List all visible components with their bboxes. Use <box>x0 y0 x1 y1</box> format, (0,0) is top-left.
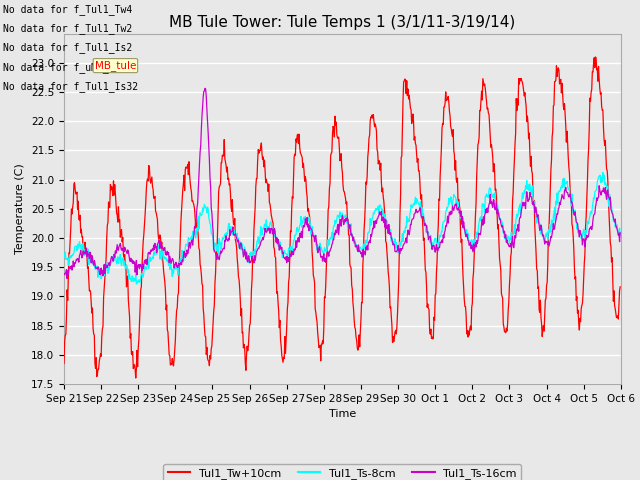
X-axis label: Time: Time <box>329 409 356 419</box>
Title: MB Tule Tower: Tule Temps 1 (3/1/11-3/19/14): MB Tule Tower: Tule Temps 1 (3/1/11-3/19… <box>169 15 516 30</box>
Text: No data for f_Tul1_Tw2: No data for f_Tul1_Tw2 <box>3 23 132 34</box>
Text: No data for f_Tul1_Is2: No data for f_Tul1_Is2 <box>3 42 132 53</box>
Text: No data for f_uMB_tule: No data for f_uMB_tule <box>3 61 132 72</box>
Legend: Tul1_Tw+10cm, Tul1_Ts-8cm, Tul1_Ts-16cm: Tul1_Tw+10cm, Tul1_Ts-8cm, Tul1_Ts-16cm <box>163 464 522 480</box>
Text: No data for f_Tul1_Tw4: No data for f_Tul1_Tw4 <box>3 4 132 15</box>
Text: MB_tule: MB_tule <box>95 60 136 71</box>
Text: No data for f_Tul1_Is32: No data for f_Tul1_Is32 <box>3 81 138 92</box>
Y-axis label: Temperature (C): Temperature (C) <box>15 163 26 254</box>
